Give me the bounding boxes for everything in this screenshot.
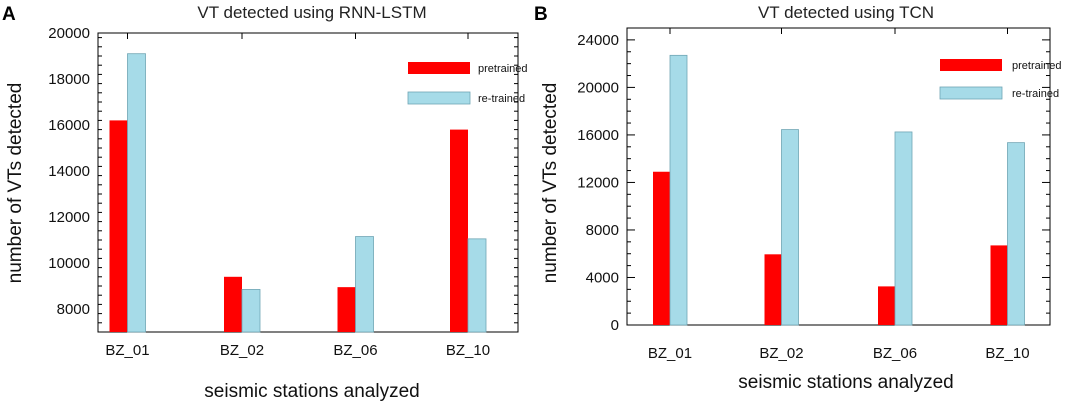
x-tick-label: BZ_02 [220, 342, 264, 359]
bar-pretrained-bz-02 [224, 276, 242, 332]
plot-frame [97, 32, 519, 333]
x-axis-label: seismic stations analyzed [204, 381, 419, 402]
x-tick-labels: BZ_01 BZ_02 BZ_06 BZ_10 [105, 342, 490, 359]
y-tick-label: 4000 [586, 269, 619, 286]
x-tick-label: BZ_06 [333, 342, 377, 359]
y-tick-label: 16000 [577, 127, 619, 144]
y-tick-label: 12000 [48, 209, 90, 226]
bar-pretrained-bz-01 [109, 120, 128, 333]
bar-layer [653, 54, 1025, 326]
bar-retrained-bz-06 [355, 236, 374, 333]
y-tick-label: 16000 [48, 117, 90, 134]
y-tick-label: 12000 [577, 174, 619, 191]
bar-pretrained-bz-06 [337, 287, 356, 332]
legend: pretrained re-trained [939, 59, 1062, 100]
y-tick-label: 14000 [48, 163, 90, 180]
x-tick-label: BZ_06 [873, 345, 917, 362]
x-tick-label: BZ_02 [759, 345, 803, 362]
bar-retrained-bz-02 [241, 289, 261, 333]
y-tick-label: 24000 [577, 32, 619, 49]
y-tick-labels: 0 4000 8000 12000 16000 20000 24000 [577, 32, 619, 334]
legend-label-retrained: re-trained [1012, 88, 1059, 100]
x-tick-label: BZ_10 [985, 345, 1029, 362]
x-axis-label: seismic stations analyzed [738, 372, 953, 393]
x-tick-label: BZ_10 [446, 342, 490, 359]
panel-letter: A [2, 4, 16, 25]
bar-retrained-bz-01 [669, 54, 688, 326]
y-tick-label: 20000 [48, 25, 90, 42]
y-tick-label: 20000 [577, 79, 619, 96]
y-tick-label: 10000 [48, 255, 90, 272]
x-tick-label: BZ_01 [105, 342, 149, 359]
bar-pretrained-bz-06 [878, 286, 895, 325]
panel-a: A VT detected using RNN-LSTM number of V… [2, 3, 528, 402]
legend-swatch-retrained [407, 91, 471, 105]
y-tick-label: 8000 [57, 301, 90, 318]
legend: pretrained re-trained [407, 62, 528, 105]
chart-title: VT detected using TCN [758, 3, 934, 22]
legend-swatch-pretrained [408, 62, 470, 74]
legend-swatch-retrained [939, 86, 1003, 100]
bar-retrained-bz-06 [894, 131, 913, 326]
bar-pretrained-bz-01 [653, 171, 670, 325]
bar-retrained-bz-01 [127, 53, 146, 333]
plot-frame [626, 27, 1051, 326]
y-tick-labels: 8000 10000 12000 14000 16000 18000 20000 [48, 25, 90, 318]
legend-label-pretrained: pretrained [1012, 60, 1062, 72]
x-tick-label: BZ_01 [648, 345, 692, 362]
panel-letter: B [534, 4, 548, 25]
tick-layer [627, 27, 1050, 326]
bar-pretrained-bz-10 [990, 245, 1008, 325]
y-tick-label: 0 [611, 317, 619, 334]
x-tick-labels: BZ_01 BZ_02 BZ_06 BZ_10 [648, 345, 1030, 362]
bar-pretrained-bz-10 [450, 129, 468, 332]
y-tick-label: 8000 [586, 222, 619, 239]
panel-b: B VT detected using TCN number of VTs de… [534, 3, 1062, 393]
bar-pretrained-bz-02 [764, 254, 782, 325]
legend-label-retrained: re-trained [478, 93, 525, 105]
y-tick-label: 18000 [48, 71, 90, 88]
legend-label-pretrained: pretrained [478, 63, 528, 75]
legend-swatch-pretrained [940, 59, 1002, 71]
tick-layer [98, 33, 518, 333]
y-axis-label: number of VTs detected [5, 83, 26, 284]
bar-retrained-bz-10 [467, 238, 487, 333]
bar-retrained-bz-10 [1007, 142, 1025, 326]
bar-retrained-bz-02 [781, 129, 799, 326]
bar-layer [109, 53, 487, 333]
y-axis-label: number of VTs detected [540, 83, 561, 284]
chart-title: VT detected using RNN-LSTM [197, 3, 426, 22]
